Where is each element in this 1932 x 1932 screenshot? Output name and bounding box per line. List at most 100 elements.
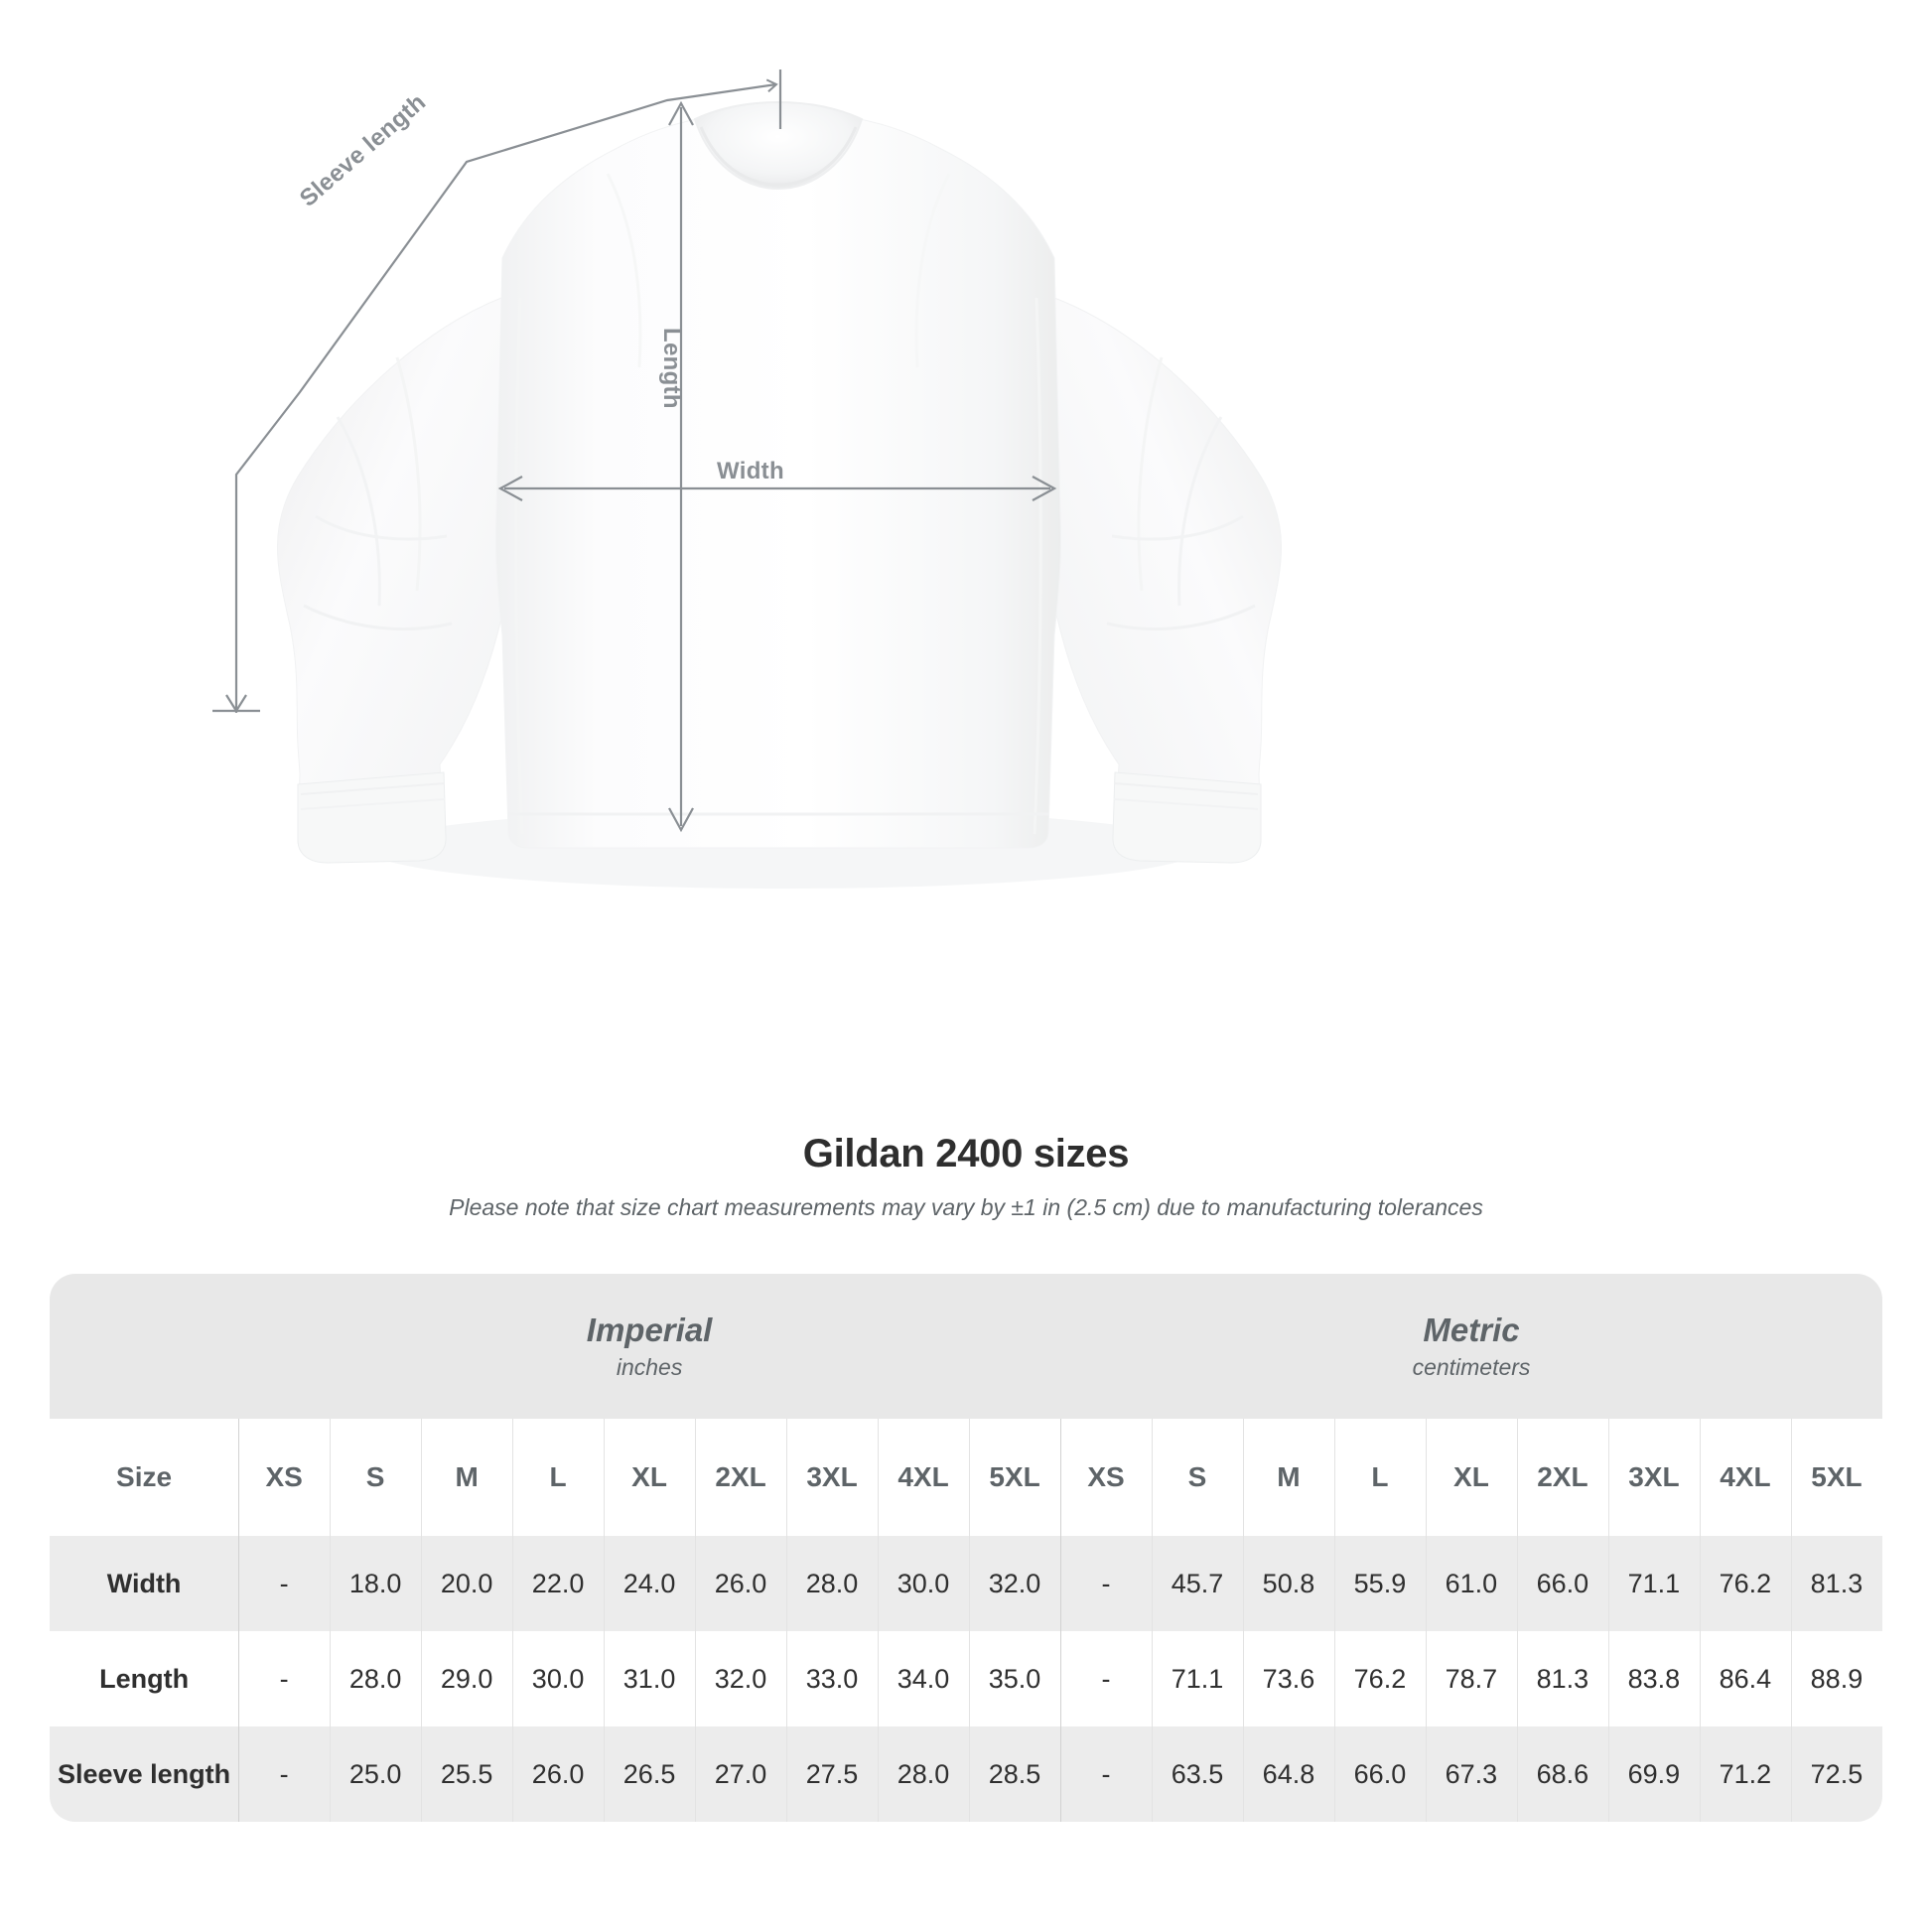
cell-sleeve-length-metric-xs: - — [1060, 1726, 1152, 1822]
cell-length-imperial-xs: - — [238, 1631, 331, 1726]
cell-length-metric-s: 71.1 — [1151, 1631, 1243, 1726]
cell-width-imperial-3xl: 28.0 — [786, 1536, 879, 1631]
page-subtitle: Please note that size chart measurements… — [449, 1194, 1483, 1220]
table-row: Width -18.0 20.0 22.0 24.0 26.0 28.0 30.0 32.0-4… — [50, 1536, 1882, 1631]
garment-illustration-panel: Sleeve length Length Width — [212, 69, 1283, 864]
unit-header-spacer — [50, 1274, 239, 1419]
cell-sleeve-length-imperial-5xl: 28.5 — [969, 1726, 1060, 1822]
cell-length-metric-xs: - — [1060, 1631, 1152, 1726]
table-row: Sleeve length -25.0 25.5 26.0 26.5 27.0 27.5 28… — [50, 1726, 1882, 1822]
unit-system-unit: centimeters — [1412, 1354, 1531, 1381]
sleeve-length-dimension — [212, 69, 782, 714]
cell-width-metric-m: 50.8 — [1242, 1536, 1334, 1631]
page-title: Gildan 2400 sizes — [802, 1132, 1130, 1175]
width-dimension — [497, 476, 1057, 501]
unit-system-header-imperial: Imperial inches — [238, 1274, 1060, 1419]
cell-length-metric-2xl: 81.3 — [1516, 1631, 1608, 1726]
size-header-cell-imperial-3xl: 3XL — [786, 1419, 879, 1536]
cell-length-imperial-l: 30.0 — [512, 1631, 605, 1726]
cell-width-metric-xs: - — [1060, 1536, 1152, 1631]
unit-system-header-row: Imperial inches Metric centimeters — [50, 1274, 1882, 1419]
size-chart-table-container: Imperial inches Metric centimeters Size XS S M L… — [50, 1274, 1882, 1822]
measurement-row-label-length: Length — [50, 1631, 239, 1726]
cell-sleeve-length-imperial-4xl: 28.0 — [878, 1726, 970, 1822]
cell-width-metric-l: 55.9 — [1333, 1536, 1426, 1631]
cell-sleeve-length-metric-xl: 67.3 — [1425, 1726, 1517, 1822]
size-header-row: Size XS S M L XL 2XL 3XL 4XL 5XL XS S M L XL 2XL 3XL 4XL 5… — [50, 1419, 1882, 1536]
cell-width-imperial-m: 20.0 — [421, 1536, 513, 1631]
cell-width-imperial-2xl: 26.0 — [695, 1536, 787, 1631]
cell-width-metric-s: 45.7 — [1151, 1536, 1243, 1631]
measurement-row-label-width: Width — [50, 1536, 239, 1631]
size-header-cell-metric-4xl: 4XL — [1699, 1419, 1791, 1536]
cell-width-metric-5xl: 81.3 — [1790, 1536, 1882, 1631]
length-dimension — [668, 100, 694, 833]
cell-width-imperial-s: 18.0 — [330, 1536, 422, 1631]
cell-sleeve-length-metric-m: 64.8 — [1242, 1726, 1334, 1822]
size-header-cell-metric-5xl: 5XL — [1790, 1419, 1882, 1536]
cell-width-metric-4xl: 76.2 — [1699, 1536, 1791, 1631]
cell-width-metric-2xl: 66.0 — [1516, 1536, 1608, 1631]
unit-system-name: Imperial — [586, 1311, 713, 1348]
cell-sleeve-length-imperial-3xl: 27.5 — [786, 1726, 879, 1822]
size-header-cell-metric-s: S — [1151, 1419, 1243, 1536]
unit-system-name: Metric — [1423, 1311, 1520, 1348]
cell-sleeve-length-metric-5xl: 72.5 — [1790, 1726, 1882, 1822]
cell-length-imperial-s: 28.0 — [330, 1631, 422, 1726]
cell-sleeve-length-imperial-m: 25.5 — [421, 1726, 513, 1822]
cell-length-metric-3xl: 83.8 — [1607, 1631, 1700, 1726]
size-header-cell-metric-xl: XL — [1425, 1419, 1517, 1536]
cell-length-imperial-m: 29.0 — [421, 1631, 513, 1726]
cell-sleeve-length-metric-4xl: 71.2 — [1699, 1726, 1791, 1822]
left-sleeve — [276, 297, 517, 864]
size-header-cell-metric-m: M — [1242, 1419, 1334, 1536]
size-header-cell-metric-xs: XS — [1060, 1419, 1152, 1536]
cell-length-metric-5xl: 88.9 — [1790, 1631, 1882, 1726]
cell-length-metric-xl: 78.7 — [1425, 1631, 1517, 1726]
size-header-cell-imperial-2xl: 2XL — [695, 1419, 787, 1536]
cell-length-imperial-5xl: 35.0 — [969, 1631, 1060, 1726]
chart-title-block: Gildan 2400 sizes Please note that size … — [0, 1132, 1932, 1221]
size-header-cell-metric-2xl: 2XL — [1516, 1419, 1608, 1536]
cell-sleeve-length-metric-l: 66.0 — [1333, 1726, 1426, 1822]
size-header-cell-imperial-l: L — [512, 1419, 605, 1536]
cell-sleeve-length-metric-3xl: 69.9 — [1607, 1726, 1700, 1822]
cell-sleeve-length-imperial-l: 26.0 — [512, 1726, 605, 1822]
size-header-cell-imperial-4xl: 4XL — [878, 1419, 970, 1536]
cell-sleeve-length-imperial-xl: 26.5 — [604, 1726, 696, 1822]
cell-width-imperial-xs: - — [238, 1536, 331, 1631]
cell-length-imperial-xl: 31.0 — [604, 1631, 696, 1726]
measurement-row-label-sleeve-length: Sleeve length — [50, 1726, 239, 1822]
table-row: Length -28.0 29.0 30.0 31.0 32.0 33.0 34.0 35.0-… — [50, 1631, 1882, 1726]
size-header-cell-imperial-5xl: 5XL — [969, 1419, 1060, 1536]
cell-length-imperial-3xl: 33.0 — [786, 1631, 879, 1726]
right-sleeve — [1041, 297, 1283, 864]
cell-length-imperial-4xl: 34.0 — [878, 1631, 970, 1726]
size-header-cell-metric-l: L — [1333, 1419, 1426, 1536]
size-header-cell-imperial-xl: XL — [604, 1419, 696, 1536]
cell-sleeve-length-imperial-s: 25.0 — [330, 1726, 422, 1822]
cell-sleeve-length-imperial-2xl: 27.0 — [695, 1726, 787, 1822]
size-chart-table: Imperial inches Metric centimeters Size XS S M L… — [50, 1274, 1882, 1822]
cell-sleeve-length-metric-2xl: 68.6 — [1516, 1726, 1608, 1822]
unit-system-unit: inches — [616, 1354, 683, 1381]
cell-length-metric-m: 73.6 — [1242, 1631, 1334, 1726]
size-header-cell-imperial-s: S — [330, 1419, 422, 1536]
cell-width-imperial-l: 22.0 — [512, 1536, 605, 1631]
cell-width-metric-xl: 61.0 — [1425, 1536, 1517, 1631]
cell-length-imperial-2xl: 32.0 — [695, 1631, 787, 1726]
size-header-cell-imperial-m: M — [421, 1419, 513, 1536]
cell-length-metric-l: 76.2 — [1333, 1631, 1426, 1726]
size-header-cell-metric-3xl: 3XL — [1607, 1419, 1700, 1536]
unit-system-header-metric: Metric centimeters — [1060, 1274, 1882, 1419]
size-header-cell-imperial-xs: XS — [238, 1419, 331, 1536]
shirt-body — [494, 100, 1062, 849]
size-header-label: Size — [50, 1419, 239, 1536]
cell-width-imperial-4xl: 30.0 — [878, 1536, 970, 1631]
dimension-lines — [212, 69, 1057, 833]
cell-sleeve-length-imperial-xs: - — [238, 1726, 331, 1822]
cell-length-metric-4xl: 86.4 — [1699, 1631, 1791, 1726]
cell-width-metric-3xl: 71.1 — [1607, 1536, 1700, 1631]
cell-sleeve-length-metric-s: 63.5 — [1151, 1726, 1243, 1822]
cell-width-imperial-xl: 24.0 — [604, 1536, 696, 1631]
